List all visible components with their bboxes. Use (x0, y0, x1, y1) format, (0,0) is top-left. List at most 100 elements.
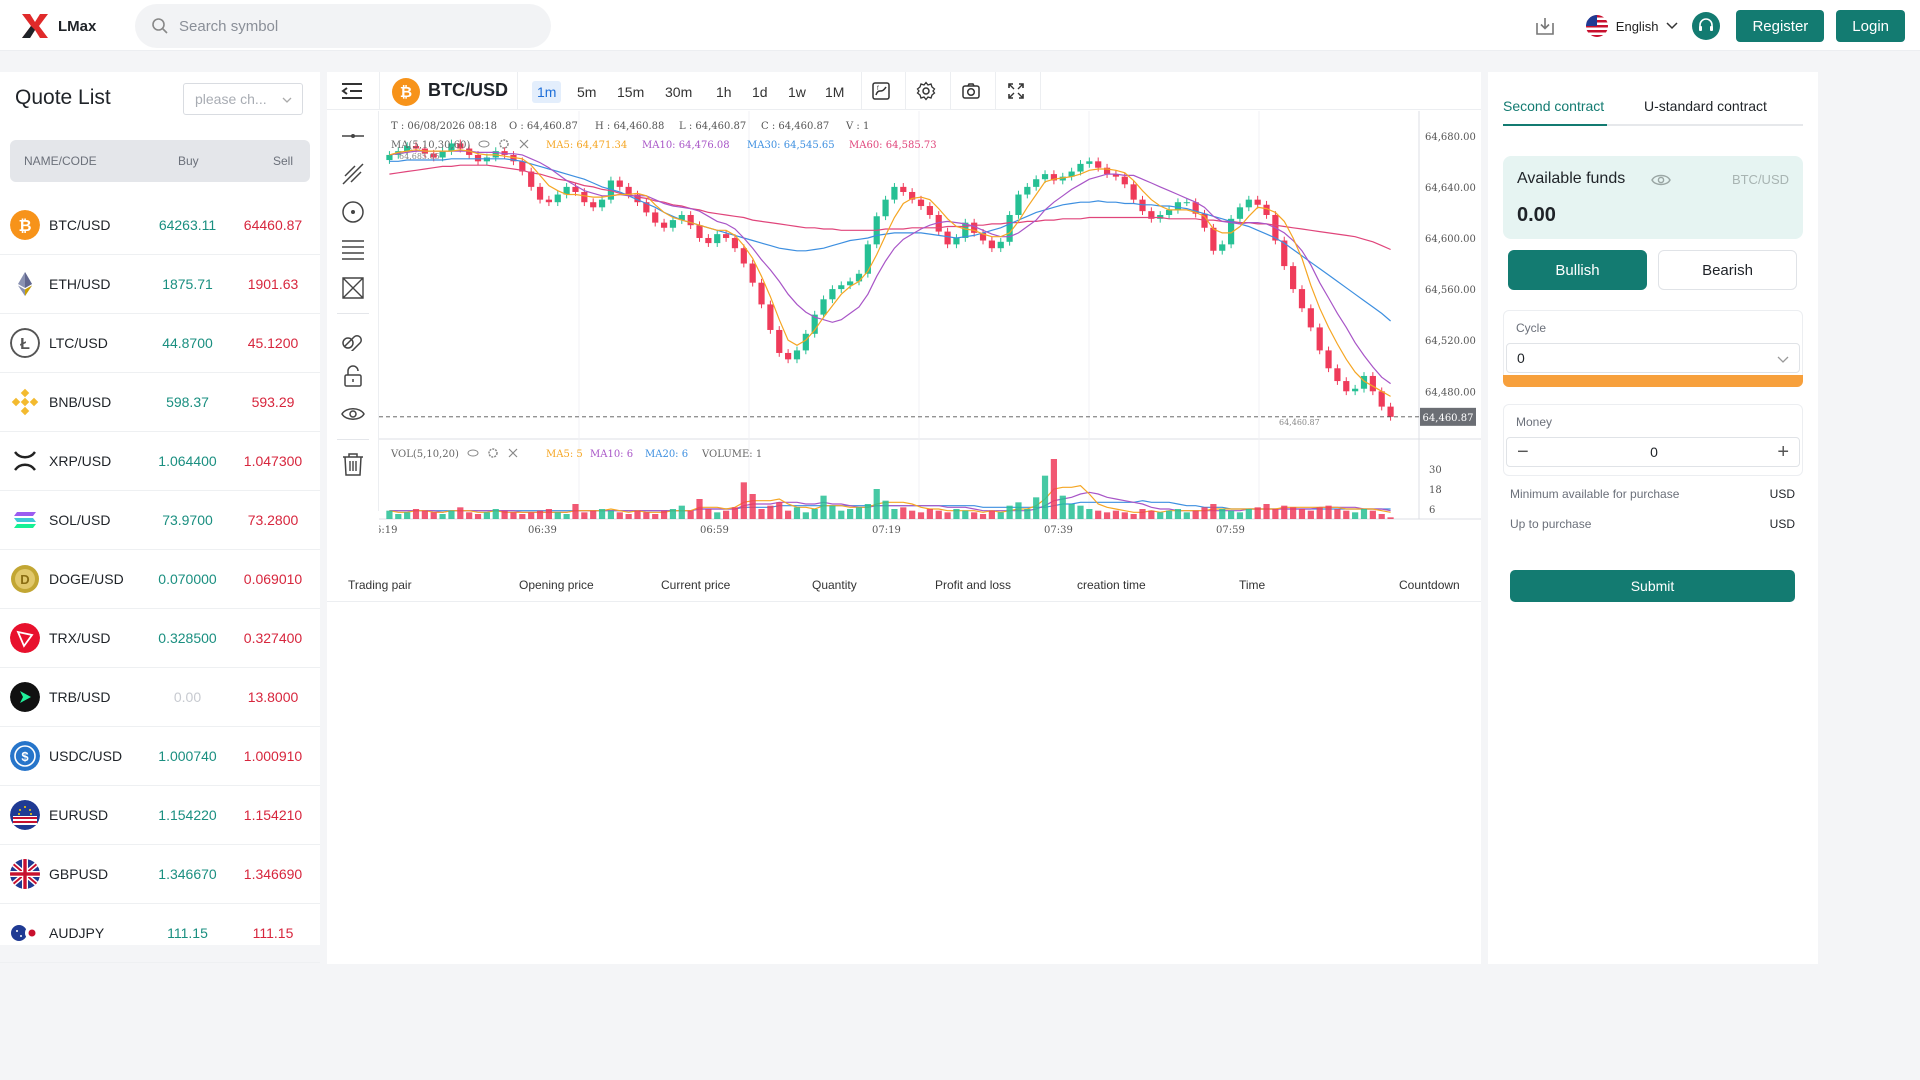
ohlc-low: L : 64,460.87 (679, 121, 746, 132)
plus-icon[interactable]: + (1777, 441, 1789, 463)
money-input[interactable]: 0 (1650, 444, 1658, 460)
volume-bar (1033, 497, 1040, 519)
trade-panel: Second contract U-standard contract Avai… (1488, 72, 1818, 964)
quote-buy-price: 1875.71 (162, 276, 213, 292)
volume-bar (404, 512, 411, 519)
register-button[interactable]: Register (1736, 10, 1825, 42)
time-tick: 07:19 (872, 525, 901, 536)
quote-row[interactable]: GBPUSD 1.346670 1.346690 (0, 845, 320, 904)
settings-icon[interactable] (499, 139, 509, 149)
candle-body (962, 222, 969, 238)
quote-row[interactable]: AUDJPY 111.15 111.15 (0, 904, 320, 963)
trb-icon (10, 682, 40, 712)
quote-row[interactable]: SOL/USD 73.9700 73.2800 (0, 491, 320, 550)
cycle-select[interactable]: 0 (1506, 343, 1800, 373)
login-button[interactable]: Login (1836, 10, 1905, 42)
quote-row[interactable]: EURUSD 1.154220 1.154210 (0, 786, 320, 845)
period-1M[interactable]: 1M (825, 84, 845, 100)
language-selector[interactable]: English (1585, 15, 1679, 37)
quote-symbol: GBPUSD (49, 866, 109, 882)
candle-body (776, 329, 783, 353)
bullish-button[interactable]: Bullish (1508, 250, 1647, 290)
lock-icon[interactable] (340, 363, 366, 389)
period-30m[interactable]: 30m (665, 84, 693, 100)
volume-bar (811, 509, 818, 519)
quote-row[interactable]: XRP/USD 1.064400 1.047300 (0, 432, 320, 491)
quote-row[interactable]: TRB/USD 0.00 13.8000 (0, 668, 320, 727)
candle-body (971, 222, 978, 233)
quote-row[interactable]: Ł LTC/USD 44.8700 45.1200 (0, 314, 320, 373)
period-1w[interactable]: 1w (788, 84, 806, 100)
price-chart[interactable]: 64,460.87 64,460.87 64,685.05 64,680.00 64,6… (379, 111, 1481, 571)
quote-row[interactable]: $ USDC/USD 1.000740 1.000910 (0, 727, 320, 786)
eye-icon[interactable] (467, 449, 479, 457)
volume-bar (935, 510, 942, 519)
indicator-icon[interactable]: f (871, 81, 891, 101)
col-opening-price: Opening price (519, 578, 594, 592)
period-1m[interactable]: 1m (532, 81, 562, 103)
svg-text:f: f (877, 86, 879, 92)
close-icon[interactable] (519, 139, 529, 149)
customer-service-icon[interactable] (1692, 12, 1721, 40)
pattern-tool-icon[interactable] (340, 275, 366, 301)
ohlc-volume: V : 1 (845, 121, 869, 132)
candle-body (598, 199, 606, 208)
volume-bar (1086, 509, 1093, 519)
quote-row[interactable]: ₿ BTC/USD 64263.11 64460.87 (0, 196, 320, 255)
eye-icon[interactable] (478, 140, 490, 148)
circle-tool-icon[interactable] (340, 199, 366, 225)
lmax-logo-icon (22, 14, 48, 38)
menu-collapse-icon[interactable] (341, 82, 363, 100)
settings-icon[interactable] (916, 81, 936, 101)
period-5m[interactable]: 5m (577, 84, 597, 100)
quote-buy-price: 1.064400 (158, 453, 217, 469)
period-1h[interactable]: 1h (716, 84, 732, 100)
time-tick: 06:39 (528, 525, 557, 536)
quote-symbol: USDC/USD (49, 748, 123, 764)
volume-bar (643, 512, 650, 519)
horizontal-line-tool-icon[interactable] (340, 123, 366, 149)
eye-icon[interactable] (340, 401, 366, 427)
quote-row[interactable]: TRX/USD 0.328500 0.327400 (0, 609, 320, 668)
submit-button[interactable]: Submit (1510, 570, 1795, 602)
trend-line-tool-icon[interactable] (340, 161, 366, 187)
magnet-tool-icon[interactable] (340, 325, 366, 351)
eye-icon[interactable] (1651, 172, 1671, 188)
camera-icon[interactable] (961, 81, 981, 101)
quote-row[interactable]: BNB/USD 598.37 593.29 (0, 373, 320, 432)
search-box[interactable] (135, 4, 551, 48)
volume-bar (820, 495, 827, 519)
quote-category-select[interactable]: please ch... (183, 83, 303, 115)
quote-row[interactable]: ETH/USD 1875.71 1901.63 (0, 255, 320, 314)
trash-icon[interactable] (340, 451, 366, 477)
fullscreen-icon[interactable] (1006, 81, 1026, 101)
quote-row[interactable]: D DOGE/USD 0.070000 0.069010 (0, 550, 320, 609)
candle-body (785, 352, 792, 360)
close-icon[interactable] (508, 448, 518, 458)
tab-u-standard-contract[interactable]: U-standard contract (1644, 98, 1767, 114)
chart-symbol[interactable]: BTC/USD (428, 80, 508, 100)
period-1d[interactable]: 1d (752, 84, 768, 100)
volume-bar (1121, 512, 1128, 519)
bearish-button[interactable]: Bearish (1658, 250, 1797, 290)
search-input[interactable] (177, 16, 517, 36)
download-icon[interactable] (1534, 15, 1556, 37)
volume-bar (979, 514, 987, 519)
candle-body (1068, 171, 1075, 177)
fibonacci-tool-icon[interactable] (340, 237, 366, 263)
brand-logo[interactable]: LMax (20, 12, 96, 40)
candle-body (457, 143, 464, 149)
settings-icon[interactable] (488, 448, 498, 458)
minus-icon[interactable]: − (1517, 441, 1529, 463)
candle-body (1281, 240, 1288, 267)
volume-bar (1157, 512, 1164, 519)
tab-second-contract[interactable]: Second contract (1503, 98, 1605, 114)
svg-text:Ł: Ł (20, 336, 30, 353)
candle-body (900, 186, 907, 192)
volume-bar (1236, 512, 1244, 519)
volume-bar (421, 510, 428, 519)
col-trading-pair: Trading pair (348, 578, 412, 592)
volume-tick: 18 (1429, 485, 1442, 496)
quote-sell-price: 45.1200 (247, 335, 299, 351)
period-15m[interactable]: 15m (617, 84, 645, 100)
